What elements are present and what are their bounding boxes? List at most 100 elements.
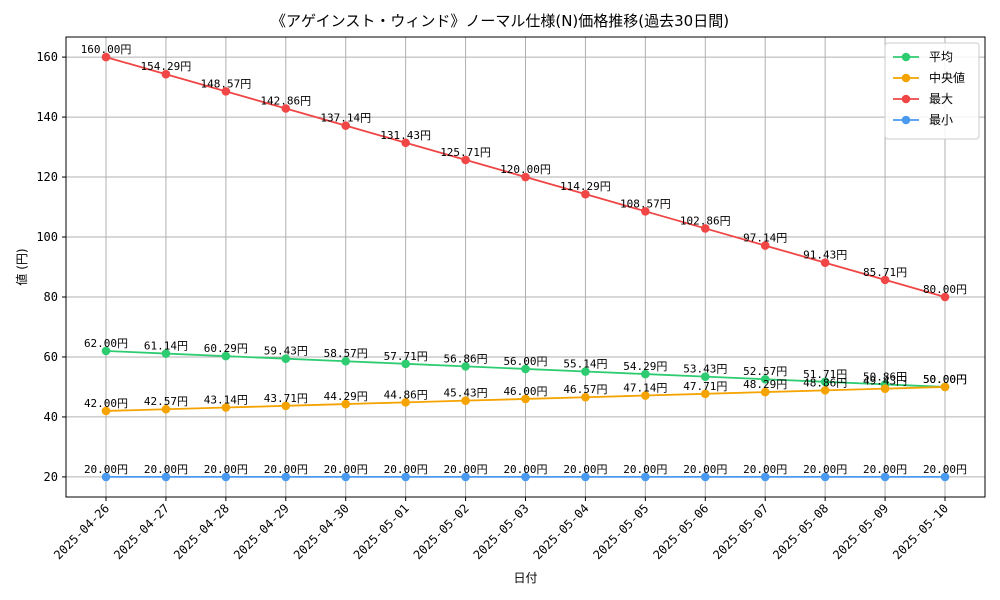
data-label: 44.29円 [324,390,368,403]
data-label: 148.57円 [200,77,251,90]
x-tick-label: 2025-04-26 [51,501,112,562]
data-label: 20.00円 [84,463,128,476]
data-label: 20.00円 [803,463,847,476]
data-point [581,367,590,376]
x-tick-label: 2025-05-02 [411,501,472,562]
data-label: 20.00円 [384,463,428,476]
legend-label: 中央値 [929,70,965,85]
data-label: 97.14円 [743,232,787,245]
data-label: 52.57円 [743,365,787,378]
data-point [221,472,231,482]
grid [66,37,985,497]
data-label: 20.00円 [204,463,248,476]
data-point [581,392,590,402]
data-point [341,399,351,409]
y-tick-label: 40 [44,410,58,424]
data-point [401,138,410,148]
data-label: 20.00円 [444,463,488,476]
data-point [461,362,470,371]
data-point [521,394,530,404]
data-label: 54.29円 [623,360,667,373]
data-point [521,364,530,374]
data-label: 114.29円 [560,180,611,193]
series-group [101,52,950,482]
y-axis-label: 値 (円) [14,248,29,285]
data-point [341,472,351,482]
data-label: 50.86円 [863,370,907,383]
data-label: 46.00円 [503,385,547,398]
y-tick-label: 20 [44,470,58,484]
data-point [820,386,830,395]
data-label: 47.14円 [623,382,667,395]
axes: 20 40 60 80 100 120 140 160 2025-04-262025-04-27… [36,50,951,562]
data-label: 43.71円 [264,392,308,405]
data-point [641,369,650,379]
data-label: 51.71円 [803,368,847,381]
data-point [341,356,351,366]
data-point [221,403,231,412]
data-label: 50.00円 [923,373,967,386]
data-point [700,224,710,233]
y-tick-label: 140 [36,110,58,124]
data-label: 20.00円 [623,463,667,476]
data-point [461,472,470,482]
data-label: 120.00円 [500,163,551,176]
x-tick-label: 2025-05-03 [471,501,532,562]
x-tick-label: 2025-05-10 [890,501,951,562]
data-label: 46.57円 [563,383,607,396]
y-tick-label: 80 [44,290,58,304]
data-label: 56.00円 [503,355,547,368]
data-point [760,387,770,397]
data-point [401,398,410,407]
data-label: 43.14円 [204,394,248,407]
data-point [401,359,410,369]
data-label: 131.43円 [380,129,431,142]
data-point [581,472,590,482]
legend-marker [901,73,911,83]
legend-label: 最小 [929,113,953,127]
data-point [700,472,710,482]
data-label: 20.00円 [563,463,607,476]
data-label: 137.14円 [320,112,371,125]
data-point [161,472,171,482]
x-tick-label: 2025-04-30 [291,501,352,562]
data-label: 44.86円 [384,388,428,401]
data-label: 49.43円 [863,375,907,388]
data-label: 154.29円 [141,60,192,73]
data-label: 45.43円 [444,387,488,400]
data-label: 108.57円 [620,197,671,210]
data-point [161,404,171,414]
data-point [940,292,950,302]
data-point [101,346,111,356]
data-label: 48.86円 [803,376,847,389]
data-point [820,472,830,482]
data-label: 53.43円 [683,363,727,376]
data-label: 20.00円 [144,463,188,476]
data-point [221,87,231,96]
data-label: 102.86円 [680,214,731,227]
x-tick-label: 2025-05-06 [650,501,711,562]
data-point [581,189,590,199]
chart-title: 《アゲインスト・ウィンド》ノーマル仕様(N)価格推移(過去30日間) [270,12,730,30]
data-label: 62.00円 [84,337,128,350]
data-label: 160.00円 [81,43,132,56]
data-label: 58.57円 [324,347,368,360]
x-tick-label: 2025-04-28 [171,501,232,562]
data-point [221,351,231,361]
data-point [820,258,830,268]
data-label: 50.00円 [923,373,967,386]
x-tick-label: 2025-04-29 [231,501,292,562]
data-point [341,121,351,130]
y-tick-label: 160 [36,50,58,64]
data-point [101,406,111,416]
data-label: 57.71円 [384,350,428,363]
data-label: 20.00円 [863,463,907,476]
data-point [521,472,530,482]
data-label: 59.43円 [264,345,308,358]
data-label: 20.00円 [324,463,368,476]
data-label: 125.71円 [440,146,491,159]
data-point [641,207,650,216]
data-point [281,401,291,411]
data-point [940,382,950,392]
